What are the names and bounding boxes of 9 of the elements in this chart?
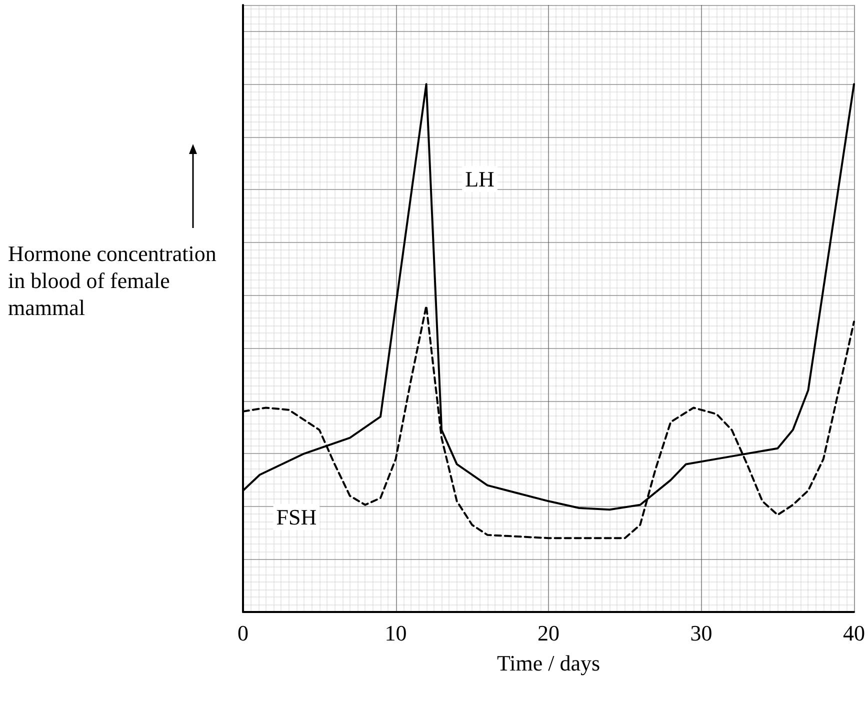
x-tick-label: 30	[690, 620, 712, 646]
y-axis-title: Hormone concentration in blood of female mammal	[8, 240, 218, 321]
series-label: LH	[465, 166, 495, 192]
x-tick-label: 0	[238, 620, 248, 646]
x-tick-label: 40	[843, 620, 865, 646]
x-tick-label: 20	[538, 620, 560, 646]
series-label: FSH	[276, 504, 317, 530]
x-axis-title: Time / days	[496, 650, 600, 676]
x-tick-label: 10	[384, 620, 407, 646]
